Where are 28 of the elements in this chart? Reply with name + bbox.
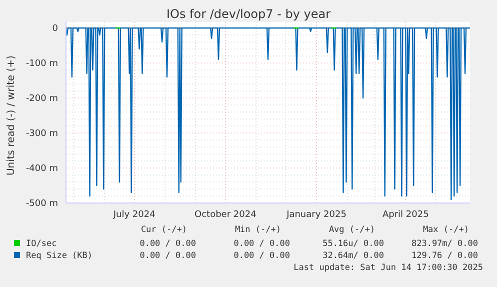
- legend-label: IO/sec: [26, 239, 57, 249]
- y-tick-label: -500 m: [26, 199, 58, 210]
- y-tick-label: -200 m: [26, 94, 58, 104]
- y-tick-label: -400 m: [26, 164, 58, 174]
- text: 55.16u/ 0.00: [322, 239, 384, 249]
- text: 823.97m/ 0.00: [411, 239, 478, 249]
- text: Avg (-/+): [328, 225, 375, 235]
- x-tick-label: October 2024: [194, 210, 257, 220]
- chart-title: IOs for /dev/loop7 - by year: [166, 7, 331, 21]
- text: 129.76 / 0.00: [411, 251, 478, 261]
- legend-label: Req Size (KB): [26, 251, 93, 261]
- x-tick-label: April 2025: [382, 210, 429, 220]
- text: 0.00 / 0.00: [234, 251, 290, 261]
- y-tick-label: -300 m: [26, 129, 58, 140]
- text: Min (-/+): [234, 225, 281, 235]
- line-series: [65, 27, 471, 200]
- text: 0.00 / 0.00: [140, 239, 196, 249]
- text: 32.64m/ 0.00: [322, 251, 384, 261]
- y-tick-label: -100 m: [26, 59, 58, 70]
- x-tick-label: July 2024: [112, 210, 156, 220]
- text: Cur (-/+): [140, 225, 187, 235]
- y-tick-label: 0: [52, 24, 58, 34]
- text: 0.00 / 0.00: [140, 251, 196, 261]
- y-axis-title: Units read (-) / write (+): [6, 55, 17, 176]
- text: Max (-/+): [422, 225, 469, 235]
- text: 0.00 / 0.00: [234, 239, 290, 249]
- text: Last update: Sat Jun 14 17:00:30 2025: [294, 263, 483, 273]
- x-tick-label: January 2025: [286, 210, 346, 220]
